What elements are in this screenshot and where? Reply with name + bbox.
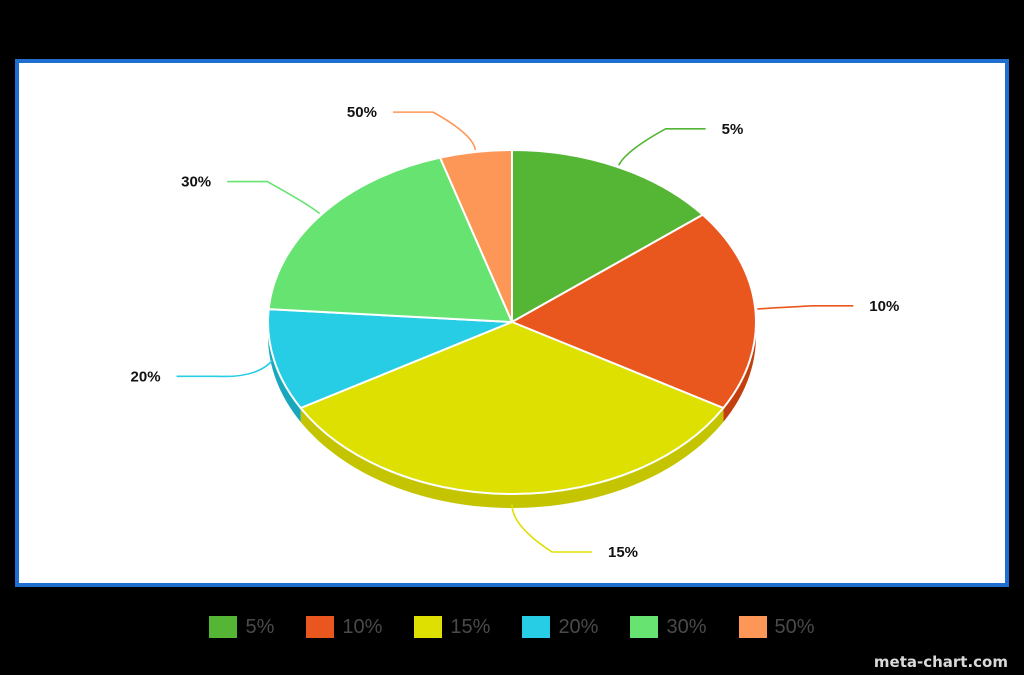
slice-label-30-percent: 30% [181,174,211,191]
legend-item-15-percent[interactable]: 15% [414,616,490,639]
slice-label-15-percent: 15% [608,544,638,561]
legend-item-5-percent[interactable]: 5% [209,616,274,639]
legend-label: 10% [342,615,383,638]
slice-label-10-percent: 10% [869,298,899,315]
watermark: meta-chart.com [873,653,1008,671]
slice-10-percent[interactable] [511,213,757,409]
slice-20-percent[interactable] [267,308,513,409]
legend: 5% 10% 15% 20% 30% 50% [0,610,1024,644]
legend-swatch [306,616,335,638]
slice-side-15-percent [300,408,724,508]
leader-line-5-percent [618,128,706,166]
legend-label: 30% [666,615,707,638]
slice-30-percent[interactable] [267,156,513,323]
legend-swatch [209,616,238,638]
leader-line-15-percent [511,504,592,553]
legend-item-50-percent[interactable]: 50% [738,615,815,639]
slice-side-20-percent [268,322,301,422]
legend-swatch [738,616,767,638]
legend-swatch [630,616,659,638]
leader-line-20-percent [176,360,273,378]
leader-line-30-percent [227,180,321,215]
leader-line-50-percent [392,111,477,151]
slice-label-20-percent: 20% [131,368,161,385]
pie-chart: 5% 10% 15% 20% 30% 50% [131,104,900,561]
slice-label-50-percent: 50% [347,104,377,121]
legend-swatch [522,616,551,638]
slice-50-percent[interactable] [439,149,513,323]
slice-side-10-percent [723,322,756,422]
legend-label: 20% [558,615,599,638]
pie-depth [268,322,756,508]
chart-frame: 5% 10% 15% 20% 30% 50% [15,59,1009,587]
legend-item-20-percent[interactable]: 20% [522,616,598,639]
leader-line-10-percent [757,305,854,310]
legend-item-30-percent[interactable]: 30% [630,615,707,639]
legend-swatch [414,616,443,638]
legend-label: 15% [450,615,491,638]
legend-label: 50% [774,615,815,638]
slice-15-percent[interactable] [299,321,725,495]
legend-label: 5% [245,615,275,638]
slice-5-percent[interactable] [511,149,704,323]
slice-label-5-percent: 5% [722,121,744,138]
legend-item-10-percent[interactable]: 10% [306,616,382,639]
